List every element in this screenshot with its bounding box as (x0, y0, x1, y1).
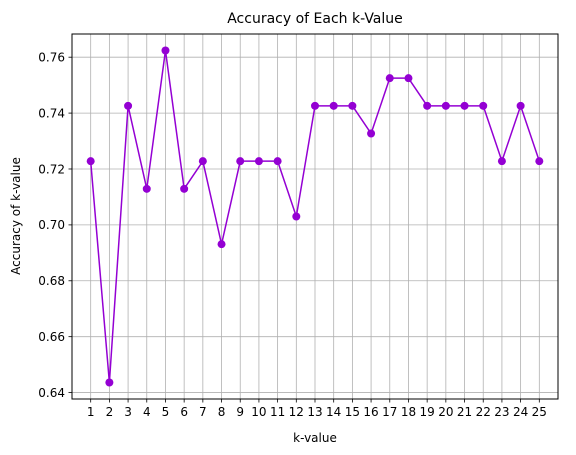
data-point (273, 157, 282, 166)
x-tick-label: 24 (513, 405, 528, 419)
series-layer (86, 46, 544, 387)
x-tick-label: 23 (494, 405, 509, 419)
x-tick-label: 2 (106, 405, 114, 419)
y-tick-label: 0.66 (38, 330, 65, 344)
data-point (105, 378, 114, 387)
y-tick-label: 0.64 (38, 386, 65, 400)
data-point (311, 101, 319, 110)
data-point (161, 46, 170, 55)
data-point (404, 74, 413, 83)
x-tick-label: 1 (87, 405, 95, 419)
data-point (198, 157, 207, 166)
x-tick-label: 25 (532, 405, 547, 419)
x-tick-label: 12 (289, 405, 304, 419)
x-tick-label: 19 (420, 405, 435, 419)
data-point (497, 157, 506, 166)
data-point (180, 184, 189, 193)
chart-title: Accuracy of Each k-Value (227, 11, 403, 27)
x-tick-label: 6 (180, 405, 188, 419)
y-tick-label: 0.70 (38, 218, 65, 232)
data-point (292, 212, 301, 221)
data-point (423, 101, 432, 110)
x-tick-label: 20 (438, 405, 453, 419)
data-point (254, 157, 263, 166)
y-tick-label: 0.68 (38, 274, 65, 288)
x-tick-label: 10 (251, 405, 266, 419)
y-tick-label: 0.74 (38, 106, 65, 120)
tick-marks (68, 56, 540, 403)
tick-labels: 1 2 3 4 5 6 7 8 9 10 11 12 13 14 15 16 17 18 19 20 21 22 23 24 2… (38, 50, 547, 419)
data-point (86, 157, 95, 166)
x-axis-label: k-value (293, 431, 337, 445)
x-tick-label: 17 (382, 405, 397, 419)
data-point (516, 101, 525, 110)
data-point (124, 101, 133, 110)
x-tick-label: 3 (124, 405, 132, 419)
data-point (142, 184, 151, 193)
grid-lines (72, 34, 558, 399)
y-tick-label: 0.72 (38, 162, 65, 176)
x-tick-label: 7 (199, 405, 207, 419)
x-tick-label: 14 (326, 405, 341, 419)
x-tick-label: 9 (236, 405, 244, 419)
x-tick-label: 21 (457, 405, 472, 419)
data-point (535, 157, 544, 166)
x-tick-label: 11 (270, 405, 285, 419)
x-tick-label: 5 (162, 405, 170, 419)
x-tick-label: 13 (307, 405, 322, 419)
data-point (385, 74, 394, 83)
data-point (479, 101, 488, 110)
y-tick-label: 0.76 (38, 50, 65, 64)
x-tick-label: 18 (401, 405, 416, 419)
y-axis-label: Accuracy of k-value (9, 157, 23, 275)
x-tick-label: 8 (218, 405, 226, 419)
x-tick-label: 4 (143, 405, 151, 419)
data-point (329, 101, 338, 110)
x-tick-label: 15 (345, 405, 360, 419)
data-point (367, 129, 376, 138)
data-point (217, 240, 226, 249)
data-point (348, 101, 357, 110)
x-tick-label: 16 (363, 405, 378, 419)
x-tick-label: 22 (476, 405, 491, 419)
data-point (236, 157, 245, 166)
data-point (460, 101, 469, 110)
data-point (441, 101, 450, 110)
